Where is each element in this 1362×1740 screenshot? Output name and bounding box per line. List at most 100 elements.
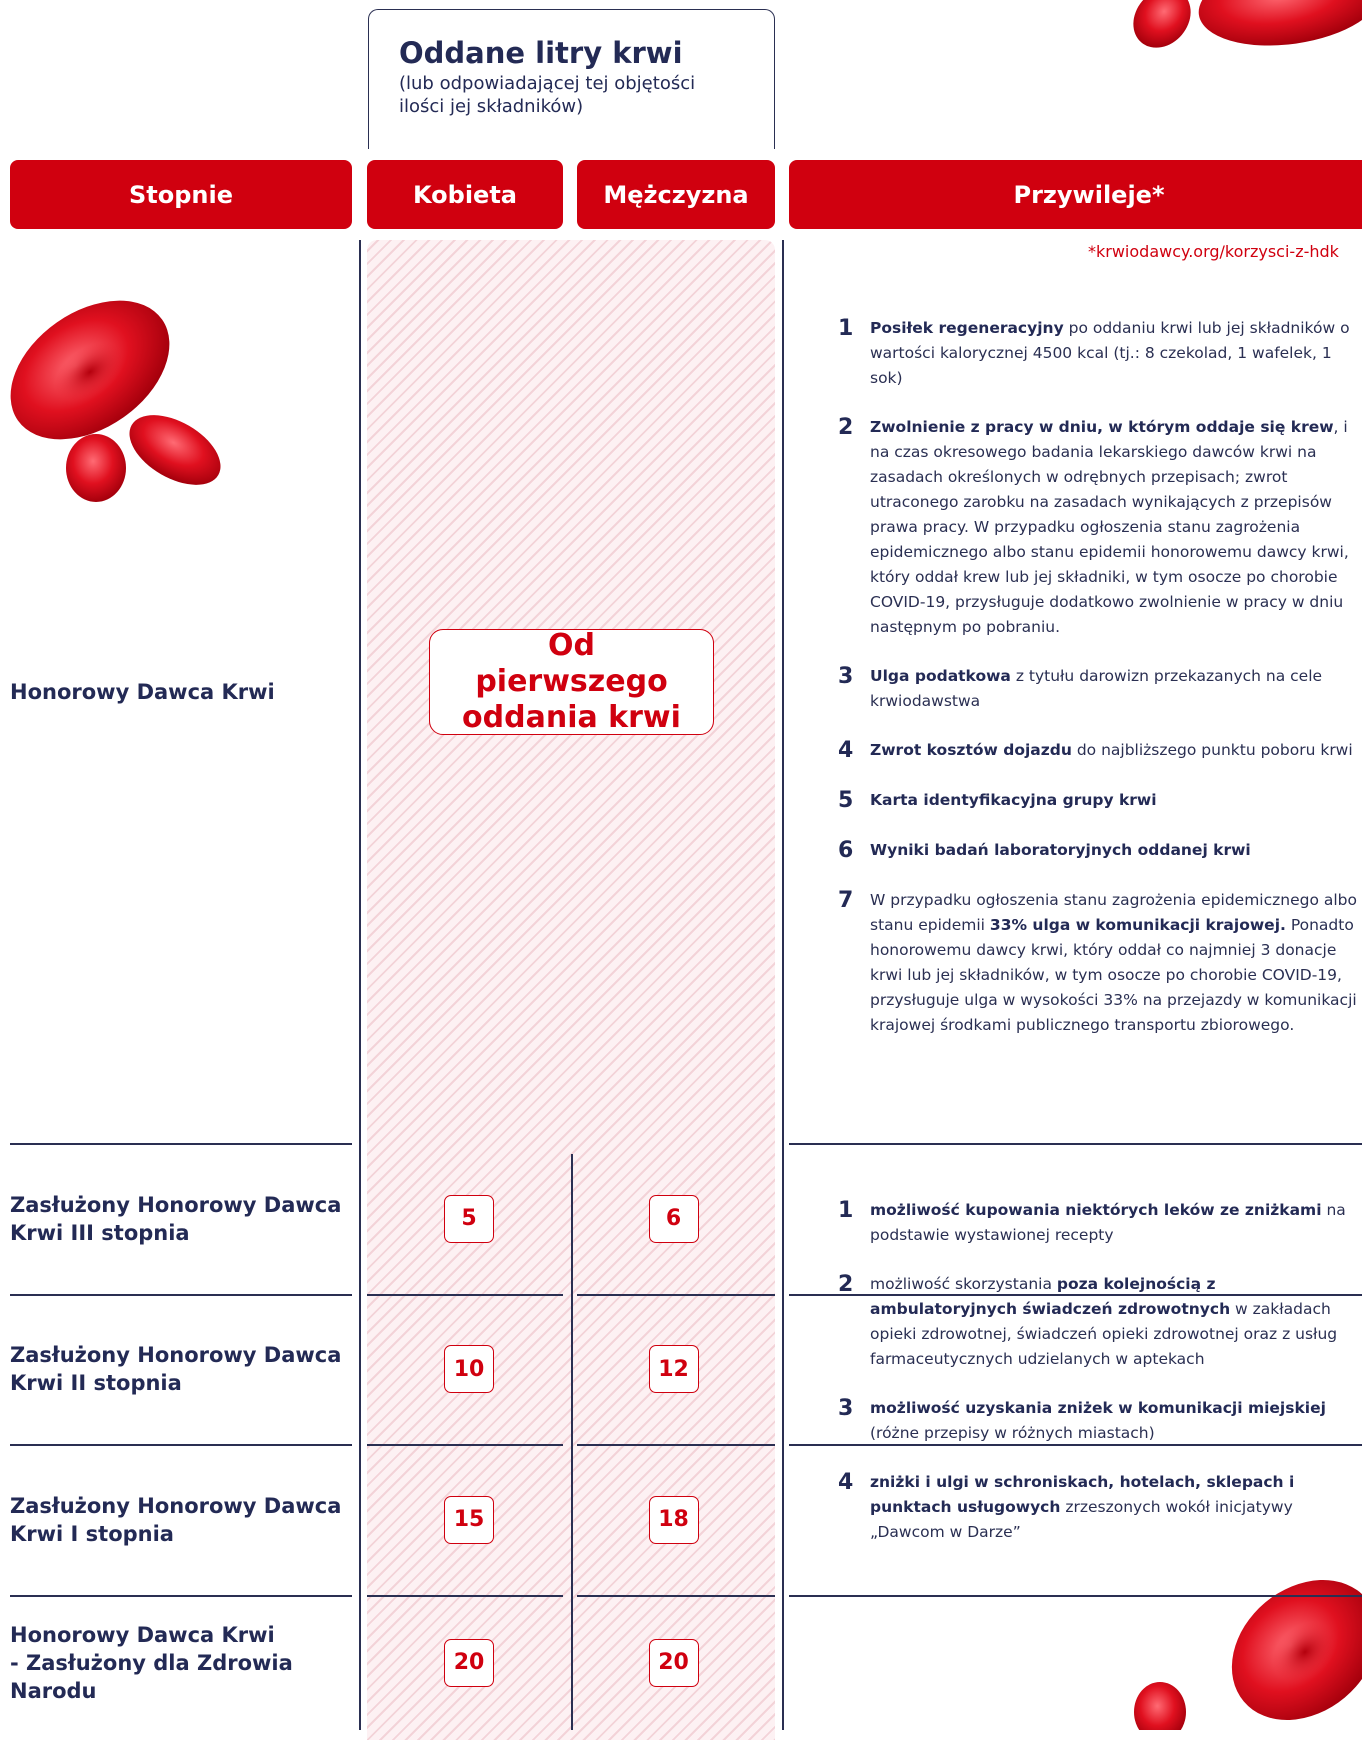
text-run: możliwość skorzystania [870,1275,1057,1293]
column-header: Stopnie [10,160,352,229]
item-text: możliwość skorzystania poza kolejnością … [870,1272,1358,1372]
liters-male: 12 [648,1345,699,1393]
privileges-list: 1 możliwość kupowania niektórych leków ze… [838,1198,1358,1569]
grade-name: Zasłużony Honorowy Dawca Krwi I stopnia [10,1493,342,1546]
item-number: 2 [838,1272,854,1297]
privilege-item: 4 Zwrot kosztów dojazdu do najbliższego p… [838,738,1358,764]
item-text: Karta identyfikacyjna grupy krwi [870,788,1157,814]
text-run: , i na czas okresowego badania lekarskie… [870,418,1349,636]
blood-cell [1133,0,1362,48]
liters-female: 10 [444,1345,494,1393]
text-run: z tytułu darowizn przekazanych na cele k… [870,667,1323,710]
text-run: możliwość uzyskania zniżek w komunikacji… [870,1399,1326,1417]
cell: 5 [367,1143,571,1294]
header-box: Oddane litry krwi (lub odpowiadającej te… [368,9,775,149]
item-text: Wyniki badań laboratoryjnych oddanej krw… [870,838,1251,864]
row-divider [367,1444,563,1446]
cell: 15 [367,1444,571,1595]
text-run: zniżki i ulgi w schroniskach, hotelach, … [870,1473,1295,1516]
text-run: możliwość kupowania niektórych leków ze … [870,1201,1322,1219]
text-run: po oddaniu krwi lub jej składników o war… [870,319,1350,387]
item-number: 4 [838,1470,854,1495]
blood-cell [10,300,221,502]
footnote-link[interactable]: *krwiodawcy.org/korzysci-z-hdk [1088,242,1339,261]
liters-female: 20 [444,1638,494,1687]
privilege-item: 3 możliwość uzyskania zniżek w komunikacj… [838,1396,1358,1446]
text-run: na podstawie wystawionej recepty [870,1201,1346,1244]
row-divider [10,1595,352,1597]
row-divider [10,1444,352,1446]
row-divider [789,1143,1362,1145]
grade-name: Honorowy Dawca Krwi [10,679,275,704]
first-donation-badge: Od pierwszego oddania krwi [429,628,714,735]
liters-male: 18 [648,1495,699,1544]
blood-cell [1134,1579,1362,1730]
row-divider [789,1444,1362,1446]
cell: 20 [572,1595,775,1730]
privilege-item: 2 Zwolnienie z pracy w dniu, w którym odd… [838,415,1358,640]
header-title: Oddane litry krwi [399,36,683,70]
cell: 6 [572,1143,775,1294]
item-number: 3 [838,664,854,689]
text-run: Zwolnienie z pracy w dniu, w którym odda… [870,418,1334,436]
text-run: zrzeszonych wokół inicjatywy „Dawcom w D… [870,1498,1293,1541]
liters-female: 15 [444,1495,494,1544]
privilege-item: 2 możliwość skorzystania poza kolejnością… [838,1272,1358,1372]
privileges-list: 1 Posiłek regeneracyjny po oddaniu krwi l… [838,316,1358,1062]
privilege-item: 6 Wyniki badań laboratoryjnych oddanej kr… [838,838,1358,864]
privilege-item: 7 W przypadku ogłoszenia stanu zagrożenia… [838,888,1358,1038]
cell: 12 [572,1294,775,1444]
privilege-item: 5 Karta identyfikacyjna grupy krwi [838,788,1358,814]
privilege-item: 1 możliwość kupowania niektórych leków ze… [838,1198,1358,1248]
text-run: w zakładach opieki zdrowotnej, świadczeń… [870,1300,1338,1368]
text-run: poza kolejnością z ambulatoryjnych świad… [870,1275,1231,1318]
row-divider [367,1595,563,1597]
item-text: Ulga podatkowa z tytułu darowizn przekaz… [870,664,1358,714]
item-number: 3 [838,1396,854,1421]
text-run: Posiłek regeneracyjny [870,319,1064,337]
divider [359,240,361,1730]
liters-male: 6 [648,1194,699,1243]
row-divider [789,1294,1362,1296]
item-number: 1 [838,1198,854,1223]
column-header: Przywileje* [789,160,1362,229]
divider [782,240,784,1730]
privilege-item: 1 Posiłek regeneracyjny po oddaniu krwi l… [838,316,1358,391]
item-number: 6 [838,838,854,863]
column-header: Kobieta [367,160,563,229]
item-text: Zwolnienie z pracy w dniu, w którym odda… [870,415,1358,640]
item-text: W przypadku ogłoszenia stanu zagrożenia … [870,888,1358,1038]
row-divider [577,1595,775,1597]
text-run: (różne przepisy w różnych miastach) [870,1424,1155,1442]
item-number: 5 [838,788,854,813]
row-divider [577,1444,775,1446]
item-text: Zwrot kosztów dojazdu do najbliższego pu… [870,738,1353,764]
text-run: Ulga podatkowa [870,667,1011,685]
liters-female: 5 [444,1194,494,1243]
text-run: Ponadto honorowemu dawcy krwi, który odd… [870,916,1357,1034]
grade-name: Zasłużony Honorowy Dawca Krwi III stopni… [10,1192,342,1245]
item-text: możliwość kupowania niektórych leków ze … [870,1198,1358,1248]
item-text: Posiłek regeneracyjny po oddaniu krwi lu… [870,316,1358,391]
row-divider [10,1143,352,1145]
item-number: 4 [838,738,854,763]
item-text: możliwość uzyskania zniżek w komunikacji… [870,1396,1358,1446]
row-divider [367,1294,563,1296]
text-run: Zwrot kosztów dojazdu [870,741,1072,759]
row-divider [577,1294,775,1296]
text-run: do najbliższego punktu poboru krwi [1071,741,1353,759]
liters-male: 20 [648,1638,699,1687]
text-run: 33% ulga w komunikacji krajowej. [989,916,1286,934]
cell: 18 [572,1444,775,1595]
cell: 20 [367,1595,571,1730]
row-divider [789,1595,1362,1597]
text-run: Wyniki badań laboratoryjnych oddanej krw… [870,841,1251,859]
item-number: 1 [838,316,854,341]
grade-name: Honorowy Dawca Krwi - Zasłużony dla Zdro… [10,1622,293,1703]
row-divider [10,1294,352,1296]
divider [571,1154,573,1730]
item-number: 2 [838,415,854,440]
privilege-item: 3 Ulga podatkowa z tytułu darowizn przeka… [838,664,1358,714]
